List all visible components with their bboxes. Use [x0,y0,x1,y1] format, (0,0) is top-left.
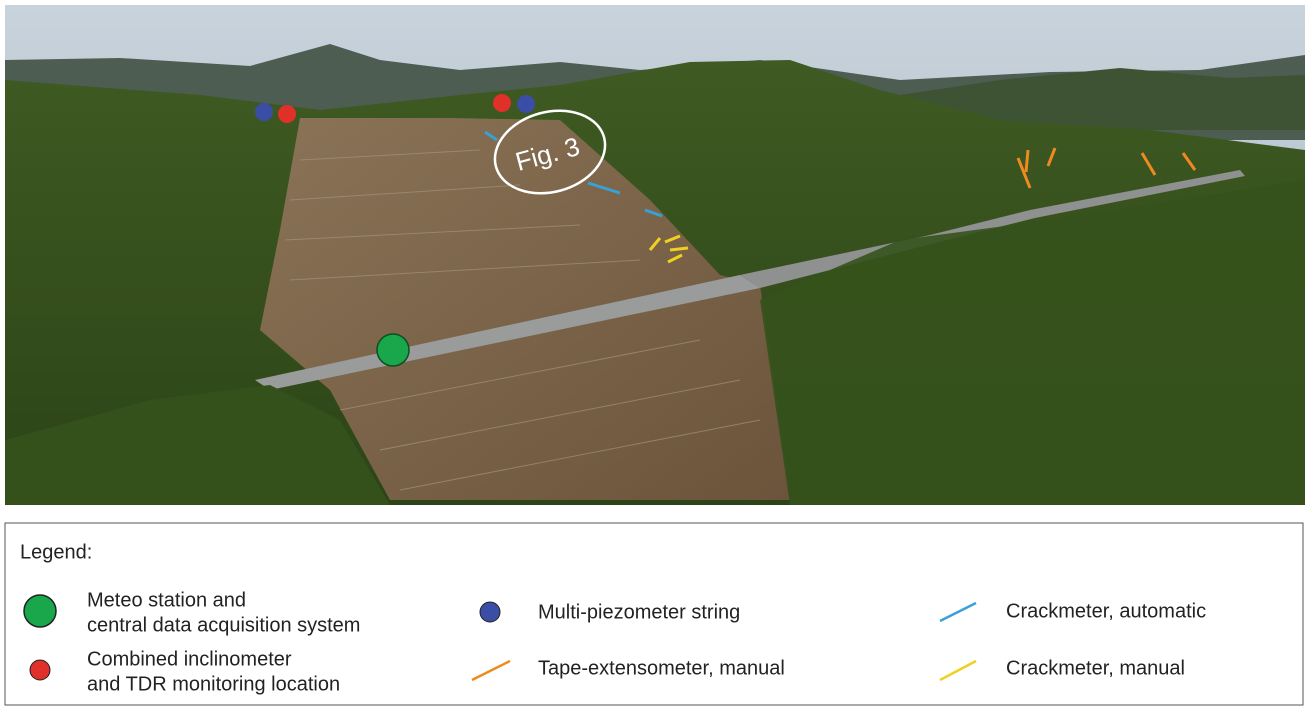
legend-label: Combined inclinometer [87,648,292,670]
legend-label: Tape-extensometer, manual [538,657,785,679]
legend-label: and TDR monitoring location [87,673,340,695]
aerial-photo: Fig. 3 [5,5,1305,505]
legend-label: Meteo station and [87,589,246,611]
legend-label: Multi-piezometer string [538,601,740,623]
legend: Legend: Meteo station and central data a… [4,522,1304,706]
legend-title: Legend: [20,541,92,563]
legend-label: Crackmeter, manual [1006,657,1185,679]
legend-label: central data acquisition system [87,614,360,636]
legend-label: Crackmeter, automatic [1006,600,1206,622]
